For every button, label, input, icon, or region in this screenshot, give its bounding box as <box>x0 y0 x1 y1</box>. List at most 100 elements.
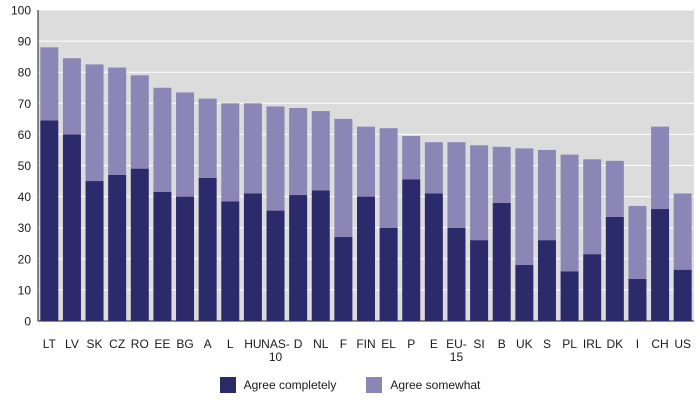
bar-agree-somewhat-cz <box>108 67 127 175</box>
bar-agree-somewhat-nl <box>311 111 330 191</box>
bar-agree-somewhat-ee <box>153 87 172 192</box>
bar-agree-somewhat-a <box>198 98 217 178</box>
y-tick-label-50: 50 <box>18 159 32 173</box>
bar-agree-somewhat-hu <box>243 103 262 194</box>
bar-agree-completely-cz <box>108 174 127 321</box>
x-tick-label-l: L <box>227 337 234 351</box>
bar-agree-somewhat-d <box>289 107 308 196</box>
bar-agree-somewhat-p <box>402 135 421 180</box>
y-tick-label-30: 30 <box>18 221 32 235</box>
x-tick-label-cz: CZ <box>109 337 125 351</box>
bar-agree-completely-nl <box>311 190 330 321</box>
y-tick-label-20: 20 <box>18 252 32 266</box>
legend: Agree completely Agree somewhat <box>0 374 700 396</box>
chart-svg: 0 10 20 30 40 50 60 70 80 90 100 LT LV SK CZ RO EE BG A L HU… <box>11 4 694 364</box>
x-tick-label-d: D <box>294 337 303 351</box>
bar-agree-completely-us <box>673 269 692 321</box>
bar-agree-somewhat-dk <box>605 160 624 217</box>
x-tick-label-dk: DK <box>606 337 623 351</box>
bar-agree-somewhat-b <box>492 146 511 203</box>
bar-agree-completely-i <box>628 279 647 321</box>
bar-agree-completely-l <box>221 201 240 321</box>
bar-agree-somewhat-fin <box>357 126 375 197</box>
bar-agree-somewhat-nas-10 <box>266 106 285 211</box>
x-tick-label-nl: NL <box>313 337 329 351</box>
x-tick-label-eu-15: EU-15 <box>446 337 467 364</box>
bar-agree-somewhat-s <box>537 149 556 241</box>
x-tick-label-el: EL <box>381 337 396 351</box>
y-tick-label-60: 60 <box>18 128 32 142</box>
bar-agree-completely-ro <box>130 168 149 321</box>
bar-agree-completely-eu-15 <box>447 227 466 321</box>
bar-agree-somewhat-lt <box>40 47 59 121</box>
x-tick-label-ro: RO <box>131 337 149 351</box>
bar-agree-completely-ee <box>153 191 172 321</box>
legend-swatch-agree-completely <box>219 377 236 393</box>
x-tick-label-hu: HU <box>244 337 261 351</box>
x-tick-label-ch: CH <box>651 337 668 351</box>
bar-agree-completely-si <box>470 240 489 321</box>
bar-agree-somewhat-sk <box>85 64 104 182</box>
bar-agree-somewhat-eu-15 <box>447 142 466 228</box>
bar-agree-completely-ch <box>651 209 670 321</box>
x-tick-label-pl: PL <box>562 337 577 351</box>
bar-agree-completely-bg <box>176 196 195 321</box>
bar-agree-somewhat-e <box>424 142 443 194</box>
x-tick-label-b: B <box>498 337 506 351</box>
y-tick-label-90: 90 <box>18 35 32 49</box>
x-tick-label-si: SI <box>473 337 484 351</box>
x-tick-label-irl: IRL <box>583 337 602 351</box>
bar-agree-completely-uk <box>515 265 534 321</box>
legend-swatch-agree-somewhat <box>366 377 383 393</box>
bar-agree-somewhat-i <box>628 205 647 280</box>
x-tick-label-uk: UK <box>516 337 533 351</box>
y-tick-label-0: 0 <box>24 315 31 329</box>
bar-agree-somewhat-si <box>470 145 489 241</box>
x-tick-label-us: US <box>674 337 691 351</box>
y-tick-label-40: 40 <box>18 190 32 204</box>
x-tick-label-e: E <box>430 337 438 351</box>
bar-agree-completely-pl <box>560 271 579 321</box>
x-tick-label-fin: FIN <box>356 337 375 351</box>
bar-agree-completely-hu <box>243 193 262 321</box>
x-tick-label-i: I <box>636 337 639 351</box>
legend-label-agree-completely: Agree completely <box>243 378 337 392</box>
bar-agree-completely-b <box>492 202 511 321</box>
bar-agree-completely-lv <box>62 134 81 321</box>
x-tick-label-lt: LT <box>43 337 57 351</box>
x-tick-label-bg: BG <box>176 337 193 351</box>
bar-agree-completely-irl <box>583 254 602 321</box>
bar-agree-somewhat-el <box>379 128 398 228</box>
x-tick-label-sk: SK <box>87 337 103 351</box>
bar-agree-somewhat-ro <box>130 75 149 169</box>
x-tick-label-s: S <box>543 337 551 351</box>
y-tick-label-10: 10 <box>18 283 32 297</box>
bar-agree-completely-fin <box>357 196 375 321</box>
bar-agree-somewhat-ch <box>651 126 670 210</box>
legend-label-agree-somewhat: Agree somewhat <box>390 378 481 392</box>
bar-agree-somewhat-pl <box>560 154 579 272</box>
x-tick-label-nas-10: NAS-10 <box>261 337 290 364</box>
y-tick-label-80: 80 <box>18 66 32 80</box>
bar-agree-somewhat-bg <box>176 92 195 197</box>
y-tick-label-100: 100 <box>11 4 31 18</box>
bar-agree-somewhat-uk <box>515 148 534 266</box>
bar-agree-completely-nas-10 <box>266 210 285 321</box>
x-tick-label-a: A <box>204 337 212 351</box>
x-tick-label-f: F <box>340 337 347 351</box>
bar-agree-completely-e <box>424 193 443 321</box>
bar-agree-completely-a <box>198 177 217 321</box>
bar-agree-completely-p <box>402 179 421 321</box>
bar-agree-completely-d <box>289 195 308 321</box>
x-tick-label-lv: LV <box>65 337 79 351</box>
bar-agree-somewhat-l <box>221 103 240 202</box>
bar-agree-completely-s <box>537 240 556 321</box>
bar-agree-somewhat-f <box>334 118 353 238</box>
x-tick-label-ee: EE <box>154 337 170 351</box>
bar-agree-completely-el <box>379 227 398 321</box>
bar-agree-somewhat-lv <box>62 58 81 135</box>
y-tick-label-70: 70 <box>18 97 32 111</box>
bar-agree-completely-dk <box>605 216 624 321</box>
bar-agree-somewhat-irl <box>583 159 602 255</box>
